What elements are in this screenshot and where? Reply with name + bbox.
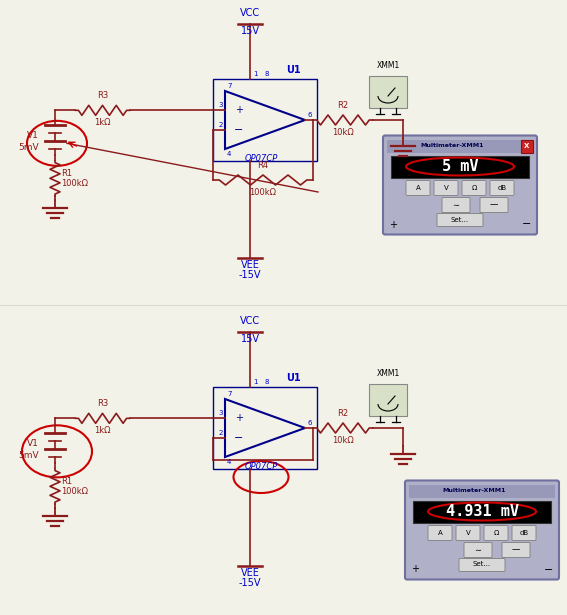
Text: +: + [235,413,243,423]
FancyBboxPatch shape [502,542,530,558]
Text: dB: dB [497,185,506,191]
Bar [387,140,533,153]
Text: VCC: VCC [240,8,260,18]
Bar [369,384,407,416]
Text: 6: 6 [307,112,311,118]
Text: 2: 2 [219,430,223,435]
FancyBboxPatch shape [480,197,508,213]
Text: R2: R2 [337,409,349,418]
Text: Multimeter-XMM1: Multimeter-XMM1 [420,143,484,148]
Text: 10kΩ: 10kΩ [332,436,354,445]
FancyBboxPatch shape [512,525,536,541]
Text: R4: R4 [257,161,269,170]
Text: 15V: 15V [240,26,260,36]
Text: 1: 1 [253,71,257,77]
FancyBboxPatch shape [405,480,559,579]
FancyBboxPatch shape [383,135,537,234]
Text: 100kΩ: 100kΩ [61,487,88,496]
Text: -15V: -15V [239,270,261,280]
FancyBboxPatch shape [406,180,430,196]
Text: 3: 3 [218,410,223,416]
Text: −: − [544,565,554,574]
Text: X: X [524,143,530,148]
Text: R1: R1 [61,169,72,178]
Text: VEE: VEE [240,260,260,270]
Bar [213,387,317,469]
Text: 100kΩ: 100kΩ [61,179,88,188]
Text: 10kΩ: 10kΩ [332,128,354,137]
Text: R3: R3 [97,92,108,100]
Text: XMM1: XMM1 [376,61,400,70]
Text: -15V: -15V [239,578,261,588]
Text: 1: 1 [253,379,257,385]
Text: 5 mV: 5 mV [442,159,478,174]
Text: OP07CP: OP07CP [244,462,278,471]
Text: Set...: Set... [451,216,469,223]
Text: VCC: VCC [240,316,260,326]
Bar [369,76,407,108]
Text: 4: 4 [227,151,231,157]
Text: —: — [512,546,520,555]
Text: 2: 2 [219,122,223,128]
Text: 4: 4 [227,459,231,465]
Bar [391,156,529,178]
Text: Ω: Ω [471,185,477,191]
Text: 5mV: 5mV [18,451,39,460]
Text: V: V [466,530,471,536]
Text: +: + [389,220,397,229]
Text: 100kΩ: 100kΩ [249,188,277,197]
Text: dB: dB [519,530,528,536]
Text: VEE: VEE [240,568,260,578]
FancyBboxPatch shape [437,213,483,226]
Text: 15V: 15V [240,334,260,344]
Text: 4.931 mV: 4.931 mV [446,504,518,519]
Text: —: — [490,200,498,210]
Bar [213,79,317,161]
FancyBboxPatch shape [459,558,505,571]
Text: U1: U1 [286,65,301,75]
Text: V1: V1 [27,131,39,140]
Text: −: − [234,125,244,135]
Text: 5mV: 5mV [18,143,39,152]
FancyBboxPatch shape [442,197,470,213]
Text: 1kΩ: 1kΩ [94,426,111,435]
FancyBboxPatch shape [428,525,452,541]
FancyBboxPatch shape [434,180,458,196]
Text: +: + [235,105,243,116]
Text: −: − [522,220,532,229]
Text: ∼: ∼ [475,546,481,555]
FancyBboxPatch shape [490,180,514,196]
Text: −: − [234,433,244,443]
Text: V: V [443,185,448,191]
Bar [409,485,555,498]
Text: 7: 7 [227,391,231,397]
Text: A: A [438,530,442,536]
Text: +: + [411,565,419,574]
FancyBboxPatch shape [462,180,486,196]
Bar [521,140,533,153]
Text: 3: 3 [218,102,223,108]
Text: 7: 7 [227,83,231,89]
Text: 8: 8 [265,379,269,385]
Text: 8: 8 [265,71,269,77]
FancyBboxPatch shape [456,525,480,541]
Text: Multimeter-XMM1: Multimeter-XMM1 [442,488,506,493]
Text: A: A [416,185,420,191]
Text: Set...: Set... [473,561,491,568]
Text: XMM1: XMM1 [376,369,400,378]
Text: V1: V1 [27,439,39,448]
FancyBboxPatch shape [464,542,492,558]
FancyBboxPatch shape [484,525,508,541]
Text: R3: R3 [97,399,108,408]
Text: Ω: Ω [493,530,499,536]
Text: OP07CP: OP07CP [244,154,278,163]
Text: 6: 6 [307,420,311,426]
Text: R2: R2 [337,101,349,110]
Text: 1kΩ: 1kΩ [94,118,111,127]
Text: U1: U1 [286,373,301,383]
Bar [413,501,551,523]
Text: ∼: ∼ [452,200,459,210]
Text: R1: R1 [61,477,72,486]
